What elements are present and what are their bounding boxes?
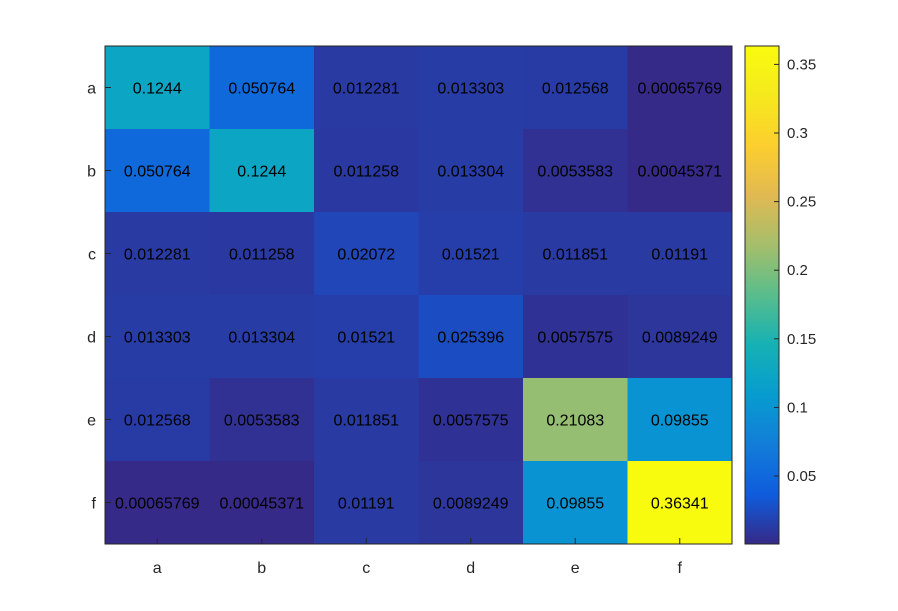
cell-label-d-e: 0.0057575 (537, 330, 613, 347)
colorbar-tick-label: 0.3 (787, 125, 808, 142)
x-tick-label-c: c (362, 560, 370, 577)
heatmap-cell-a-e (523, 46, 628, 130)
heatmap-cell-b-e (523, 129, 628, 213)
cell-label-b-c: 0.011258 (333, 164, 399, 181)
heatmap-cell-d-b (209, 295, 315, 379)
plot-frame (104, 45, 733, 545)
x-tick-label-a: a (153, 560, 162, 577)
heatmap-cells (105, 46, 733, 545)
heatmap-cell-labels: 0.1244 0.050764 0.012281 0.013303 0.012568 0.… (115, 81, 722, 513)
cell-label-e-c: 0.011851 (333, 413, 399, 430)
heatmap-cell-b-a (105, 129, 210, 213)
x-axis: a b c d e f (153, 538, 683, 577)
cell-label-f-b: 0.00045371 (219, 496, 304, 513)
y-tick-label-e: e (87, 413, 96, 430)
cell-label-b-e: 0.0053583 (537, 164, 613, 181)
y-tick-label-c: c (88, 247, 96, 264)
heatmap-cell-c-e (523, 212, 628, 296)
heatmap-cell-f-a (105, 461, 210, 545)
cell-label-c-c: 0.02072 (337, 247, 395, 264)
cell-label-c-b: 0.011258 (229, 247, 295, 264)
heatmap-cell-e-e (523, 378, 628, 462)
heatmap-cell-a-a (105, 46, 210, 130)
heatmap-cell-b-f (627, 129, 733, 213)
cell-label-e-e: 0.21083 (546, 413, 604, 430)
x-tick-label-d: d (466, 560, 475, 577)
colorbar: 0.05 0.1 0.15 0.2 0.25 0.3 0.35 (744, 45, 816, 545)
heatmap-cell-e-a (105, 378, 210, 462)
heatmap-cell-f-e (523, 461, 628, 545)
heatmap-cell-b-c (314, 129, 419, 213)
cell-label-d-c: 0.01521 (337, 330, 395, 347)
heatmap-cell-d-e (523, 295, 628, 379)
cell-label-d-b: 0.013304 (228, 330, 295, 347)
heatmap-cell-c-b (209, 212, 315, 296)
colorbar-tick-label: 0.05 (787, 468, 816, 485)
cell-label-e-a: 0.012568 (124, 413, 191, 430)
heatmap-cell-b-d (418, 129, 524, 213)
cell-label-b-a: 0.050764 (124, 164, 191, 181)
heatmap-cell-a-f (627, 46, 733, 130)
heatmap-cell-d-d (418, 295, 524, 379)
cell-label-f-a: 0.00065769 (115, 496, 200, 513)
cell-label-c-e: 0.011851 (542, 247, 608, 264)
heatmap-cell-f-f (627, 461, 733, 545)
heatmap-cell-e-d (418, 378, 524, 462)
cell-label-b-b: 0.1244 (237, 164, 286, 181)
x-tick-label-b: b (257, 560, 266, 577)
colorbar-tick-label: 0.1 (787, 399, 808, 416)
heatmap-cell-e-b (209, 378, 315, 462)
cell-label-e-f: 0.09855 (651, 413, 709, 430)
y-axis: a b c d e f (87, 81, 111, 513)
heatmap-cell-c-f (627, 212, 733, 296)
cell-label-c-a: 0.012281 (124, 247, 191, 264)
cell-label-a-e: 0.012568 (542, 81, 609, 98)
heatmap-cell-c-a (105, 212, 210, 296)
cell-label-b-f: 0.00045371 (637, 164, 722, 181)
colorbar-tick-label: 0.15 (787, 331, 816, 348)
heatmap-cell-b-b (209, 129, 315, 213)
cell-label-d-d: 0.025396 (437, 330, 504, 347)
x-tick-label-e: e (571, 560, 580, 577)
heatmap-cell-f-d (418, 461, 524, 545)
heatmap-cell-e-c (314, 378, 419, 462)
y-tick-label-f: f (92, 496, 97, 513)
heatmap-cell-e-f (627, 378, 733, 462)
cell-label-c-f: 0.01191 (651, 247, 708, 264)
cell-label-b-d: 0.013304 (437, 164, 504, 181)
cell-label-f-f: 0.36341 (651, 496, 709, 513)
x-tick-label-f: f (678, 560, 683, 577)
heatmap-cell-f-b (209, 461, 315, 545)
cell-label-a-b: 0.050764 (228, 81, 295, 98)
cell-label-a-a: 0.1244 (133, 81, 182, 98)
heatmap-cell-f-c (314, 461, 419, 545)
colorbar-tick-label: 0.25 (787, 194, 816, 211)
heatmap-cell-a-c (314, 46, 419, 130)
cell-label-f-d: 0.0089249 (433, 496, 509, 513)
y-tick-label-d: d (87, 330, 96, 347)
cell-label-c-d: 0.01521 (442, 247, 500, 264)
colorbar-tick-label: 0.2 (787, 262, 808, 279)
heatmap-cell-d-a (105, 295, 210, 379)
cell-label-f-c: 0.01191 (338, 496, 395, 513)
heatmap-cell-a-b (209, 46, 315, 130)
cell-label-e-b: 0.0053583 (224, 413, 300, 430)
cell-label-a-c: 0.012281 (333, 81, 400, 98)
heatmap-cell-c-d (418, 212, 524, 296)
cell-label-f-e: 0.09855 (546, 496, 604, 513)
colorbar-tick-label: 0.35 (787, 56, 816, 73)
cell-label-e-d: 0.0057575 (433, 413, 509, 430)
heatmap-cell-d-f (627, 295, 733, 379)
y-tick-label-a: a (87, 81, 96, 98)
heatmap-cell-d-c (314, 295, 419, 379)
colorbar-gradient (744, 45, 780, 545)
cell-label-a-d: 0.013303 (437, 81, 504, 98)
cell-label-d-a: 0.013303 (124, 330, 191, 347)
heatmap-cell-a-d (418, 46, 524, 130)
cell-label-a-f: 0.00065769 (637, 81, 722, 98)
heatmap-cell-c-c (314, 212, 419, 296)
y-tick-label-b: b (87, 164, 96, 181)
cell-label-d-f: 0.0089249 (642, 330, 718, 347)
